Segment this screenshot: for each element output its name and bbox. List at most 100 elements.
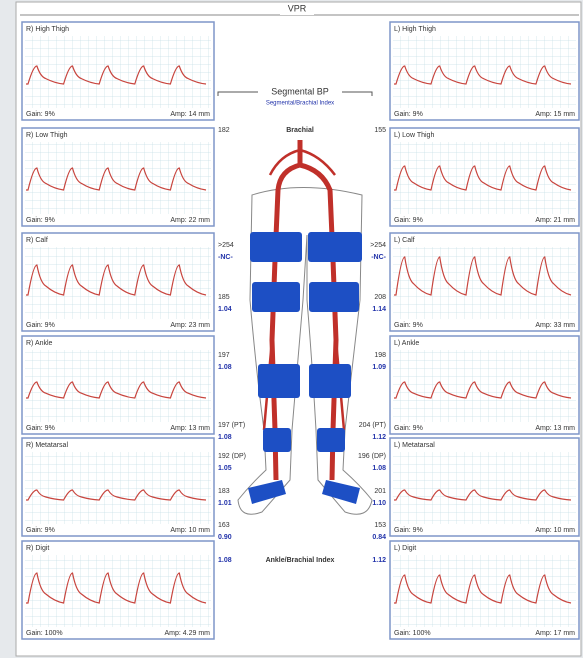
amp-label: Amp: 13 mm — [535, 425, 575, 432]
panel-label: R) Ankle — [26, 340, 53, 347]
pressure-value: 197 — [218, 352, 230, 359]
amp-label: Amp: 15 mm — [535, 111, 575, 118]
cuff — [309, 364, 351, 398]
cuff — [250, 232, 302, 262]
panel-grid — [25, 36, 211, 108]
pressure-value: 204 (PT) — [359, 422, 386, 429]
cuff — [308, 232, 362, 262]
panel-label: R) Digit — [26, 545, 49, 552]
gain-label: Gain: 9% — [26, 111, 55, 118]
amp-label: Amp: 10 mm — [170, 527, 210, 534]
brachial-label: Brachial — [286, 127, 314, 134]
cuff — [309, 282, 359, 312]
index-value: 1.08 — [372, 465, 386, 472]
waveform-panel: R) Digit Gain: 100% Amp: 4.29 mm — [22, 541, 214, 639]
pressure-value: >254 — [218, 242, 234, 249]
index-value: 1.08 — [218, 557, 232, 564]
amp-label: Amp: 10 mm — [535, 527, 575, 534]
pressure-value: >254 — [370, 242, 386, 249]
amp-label: Amp: 33 mm — [535, 322, 575, 329]
amp-label: Amp: 14 mm — [170, 111, 210, 118]
index-value: 1.04 — [218, 306, 232, 313]
amp-label: Amp: 4.29 mm — [164, 630, 210, 637]
index-value: 1.08 — [218, 434, 232, 441]
title: VPR — [288, 3, 307, 13]
panel-label: L) Metatarsal — [394, 442, 435, 449]
panel-label: R) Low Thigh — [26, 132, 68, 139]
pressure-value: 208 — [374, 294, 386, 301]
index-value: 1.09 — [372, 364, 386, 371]
gain-label: Gain: 9% — [394, 527, 423, 534]
panel-grid — [393, 452, 576, 524]
index-value: -NC- — [218, 254, 233, 261]
index-value: 1.05 — [218, 465, 232, 472]
panel-grid — [393, 350, 576, 422]
cuff — [252, 282, 300, 312]
gain-label: Gain: 9% — [394, 322, 423, 329]
cuff — [263, 428, 291, 452]
panel-grid — [25, 350, 211, 422]
panel-label: L) High Thigh — [394, 26, 436, 33]
pressure-value: 155 — [374, 127, 386, 134]
gain-label: Gain: 100% — [26, 630, 63, 637]
panel-grid — [25, 555, 211, 627]
amp-label: Amp: 13 mm — [170, 425, 210, 432]
panel-grid — [393, 247, 576, 319]
amp-label: Amp: 23 mm — [170, 322, 210, 329]
gain-label: Gain: 100% — [394, 630, 431, 637]
panel-label: L) Calf — [394, 237, 415, 244]
pressure-value: 185 — [218, 294, 230, 301]
panel-grid — [25, 247, 211, 319]
cuff — [258, 364, 300, 398]
pressure-value: 192 (DP) — [218, 453, 246, 460]
gain-label: Gain: 9% — [26, 217, 55, 224]
panel-grid — [25, 452, 211, 524]
pressure-value: 182 — [218, 127, 230, 134]
waveform-panel: R) Ankle Gain: 9% Amp: 13 mm — [22, 336, 214, 434]
waveform-panel: L) High Thigh Gain: 9% Amp: 15 mm — [390, 22, 579, 120]
page: VPR Segmental BP Segmental/Brachial Inde… — [0, 0, 583, 658]
gain-label: Gain: 9% — [26, 527, 55, 534]
index-value: 0.84 — [372, 534, 386, 541]
index-value: 1.14 — [372, 306, 386, 313]
gain-label: Gain: 9% — [26, 425, 55, 432]
waveform-panel: R) MetatarsalGain: 9%Amp: 10 mm — [22, 438, 214, 536]
gain-label: Gain: 9% — [394, 425, 423, 432]
waveform-panel: L) Calf Gain: 9% Amp: 33 mm — [390, 233, 579, 331]
waveform-panel: L) Low ThighGain: 9%Amp: 21 mm — [390, 128, 579, 226]
waveform-panel: R) Calf Gain: 9% Amp: 23 mm — [22, 233, 214, 331]
panel-grid — [393, 555, 576, 627]
gain-label: Gain: 9% — [394, 111, 423, 118]
pressure-value: 196 (DP) — [358, 453, 386, 460]
gain-label: Gain: 9% — [26, 322, 55, 329]
pressure-value: 163 — [218, 522, 230, 529]
waveform-panel: L) Digit Gain: 100% Amp: 17 mm — [390, 541, 579, 639]
gain-label: Gain: 9% — [394, 217, 423, 224]
panel-grid — [393, 36, 576, 108]
waveform-panel: L) Ankle Gain: 9% Amp: 13 mm — [390, 336, 579, 434]
panel-label: L) Digit — [394, 545, 416, 552]
index-value: 1.12 — [372, 557, 386, 564]
panel-label: R) High Thigh — [26, 26, 69, 33]
pressure-value: 198 — [374, 352, 386, 359]
pressure-value: 201 — [374, 488, 386, 495]
index-value: 1.01 — [218, 500, 232, 507]
index-value: 1.08 — [218, 364, 232, 371]
amp-label: Amp: 21 mm — [535, 217, 575, 224]
panel-label: R) Calf — [26, 237, 48, 244]
amp-label: Amp: 17 mm — [535, 630, 575, 637]
waveform-panel: L) Metatarsal Gain: 9% Amp: 10 mm — [390, 438, 579, 536]
panel-label: L) Ankle — [394, 340, 419, 347]
cuff — [317, 428, 345, 452]
bp-subtitle: Segmental/Brachial Index — [266, 101, 334, 107]
pressure-value: 183 — [218, 488, 230, 495]
waveform-panel: R) Low Thigh Gain: 9% Amp: 22 mm — [22, 128, 214, 226]
abi-label: Ankle/Brachial Index — [266, 557, 335, 564]
amp-label: Amp: 22 mm — [170, 217, 210, 224]
waveform-panel: R) High Thigh Gain: 9% Amp: 14 mm — [22, 22, 214, 120]
bp-title: Segmental BP — [271, 86, 329, 96]
index-value: -NC- — [371, 254, 386, 261]
pressure-value: 153 — [374, 522, 386, 529]
index-value: 0.90 — [218, 534, 232, 541]
index-value: 1.10 — [372, 500, 386, 507]
